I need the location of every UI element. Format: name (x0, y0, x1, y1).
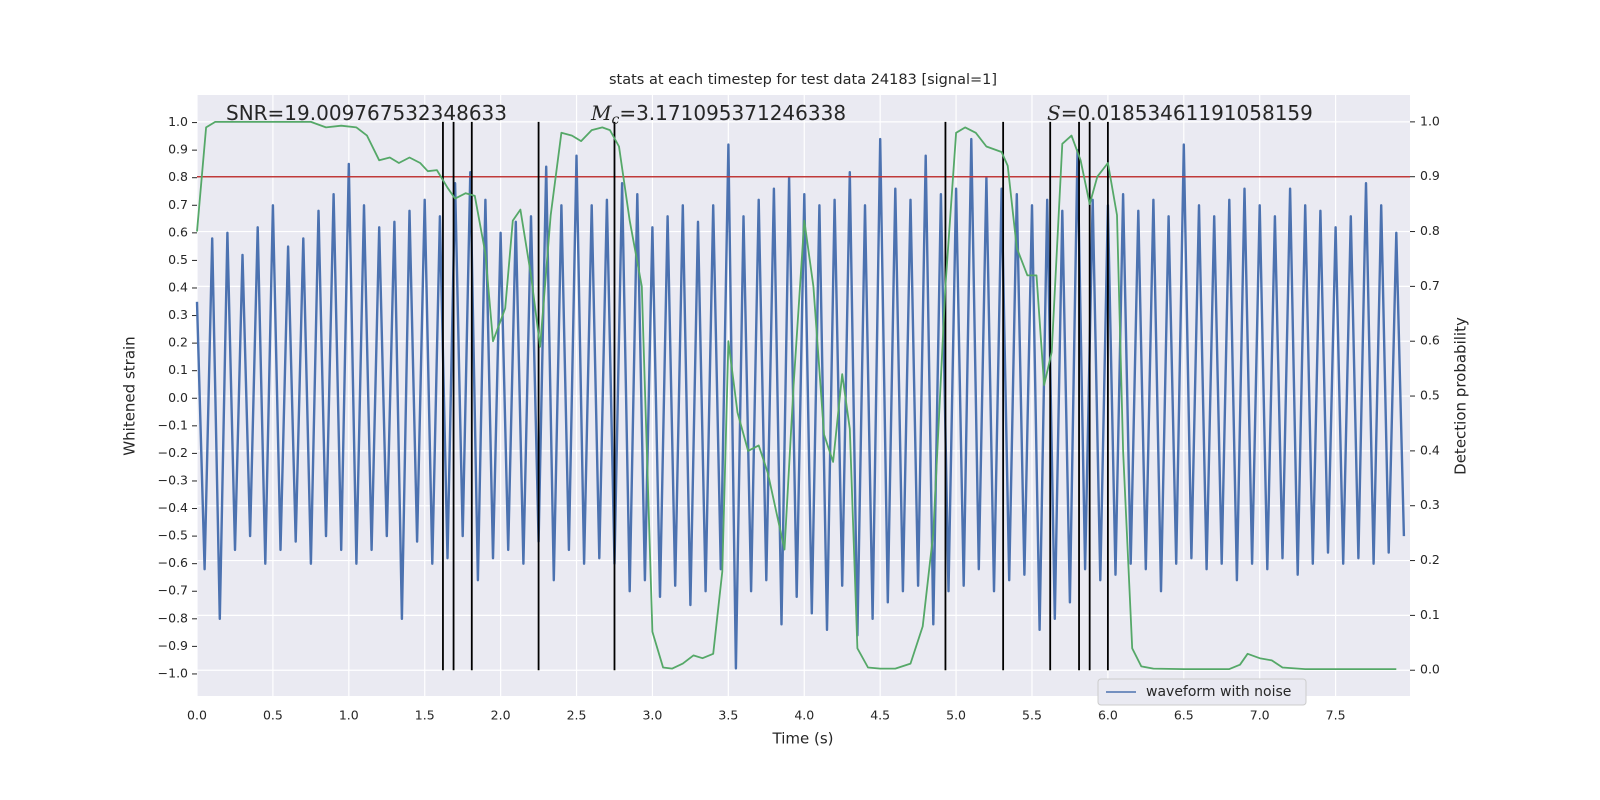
y2-tick-label: 0.2 (1420, 552, 1440, 567)
x-tick-label: 2.5 (567, 708, 587, 723)
x-tick-label: 7.5 (1326, 708, 1346, 723)
annotation: S=0.01853461191058159 (1047, 101, 1313, 125)
y-tick-label: −0.7 (158, 583, 188, 598)
marks (195, 121, 1410, 671)
x-tick-label: 2.0 (491, 708, 511, 723)
x-tick-label: 6.0 (1098, 708, 1118, 723)
y-tick-label: 0.2 (168, 335, 188, 350)
y-tick-label: 0.7 (168, 197, 188, 212)
y-tick-label: 0.6 (168, 224, 188, 239)
y2-tick-label: 0.6 (1420, 333, 1440, 348)
y-tick-label: 0.8 (168, 169, 188, 184)
x-tick-label: 4.0 (794, 708, 814, 723)
annotation-subscript: c (611, 112, 619, 128)
x-tick-label: 1.0 (339, 708, 359, 723)
y2-tick-label: 0.9 (1420, 168, 1440, 183)
annotation: SNR=19.009767532348633 (226, 101, 507, 125)
y-tick-label: 0.4 (168, 279, 188, 294)
y2-tick-label: 0.4 (1420, 442, 1440, 457)
y-tick-label: −0.3 (158, 472, 188, 487)
y-tick-label: −0.1 (158, 417, 188, 432)
y2-tick-label: 0.7 (1420, 278, 1440, 293)
legend: waveform with noise (1097, 678, 1307, 706)
y-tick-label: 0.1 (168, 362, 188, 377)
x-tick-label: 5.0 (946, 708, 966, 723)
annotation-symbol: M (590, 101, 612, 125)
y-tick-label: −0.8 (158, 610, 188, 625)
y-tick-label: 0.9 (168, 142, 188, 157)
x-tick-label: 7.0 (1250, 708, 1270, 723)
annotation-text: =0.01853461191058159 (1061, 101, 1313, 125)
x-tick-label: 0.0 (187, 708, 207, 723)
y2-tick-label: 1.0 (1420, 113, 1440, 128)
probability-line (196, 121, 1397, 670)
annotation-text: =3.171095371246338 (619, 101, 846, 125)
y-tick-label: −1.0 (158, 665, 188, 680)
legend-label: waveform with noise (1146, 684, 1291, 700)
x-tick-label: 6.5 (1174, 708, 1194, 723)
y2-tick-label: 0.0 (1420, 662, 1440, 677)
chart-title: stats at each timestep for test data 241… (609, 72, 997, 88)
y-tick-label: −0.5 (158, 528, 188, 543)
labels: 0.0 0.5 1.0 1.5 2.0 2.5 3.0 3.5 4.0 4.5 5.0 5.5 6.0 6… (158, 101, 1440, 723)
y-tick-label: −0.4 (158, 500, 188, 515)
y-axis-label: Whitened strain (121, 336, 139, 455)
x-tick-label: 1.5 (415, 708, 435, 723)
y-tick-label: 0.3 (168, 307, 188, 322)
y2-tick-label: 0.5 (1420, 388, 1440, 403)
annotation-symbol: S (1047, 101, 1061, 125)
y2-tick-label: 0.8 (1420, 223, 1440, 238)
y2-axis-label: Detection probability (1452, 317, 1470, 475)
annotation: Mc=3.171095371246338 (590, 101, 846, 129)
x-tick-label: 4.5 (870, 708, 890, 723)
x-tick-label: 0.5 (263, 708, 283, 723)
legend-box (1097, 678, 1307, 706)
y2-tick-label: 0.1 (1420, 607, 1440, 622)
y-tick-label: −0.9 (158, 638, 188, 653)
x-tick-label: 3.5 (718, 708, 738, 723)
y2-tick-label: 0.3 (1420, 497, 1440, 512)
waveform-line (195, 137, 1406, 670)
y-tick-label: 1.0 (168, 114, 188, 129)
x-tick-label: 3.0 (642, 708, 662, 723)
x-axis-label: Time (s) (772, 730, 834, 748)
y-tick-label: −0.6 (158, 555, 188, 570)
x-tick-label: 5.5 (1022, 708, 1042, 723)
annotation-text: SNR=19.009767532348633 (226, 101, 507, 125)
y-tick-label: −0.2 (158, 445, 188, 460)
y-tick-label: 0.5 (168, 252, 188, 267)
y-tick-label: 0.0 (168, 390, 188, 405)
